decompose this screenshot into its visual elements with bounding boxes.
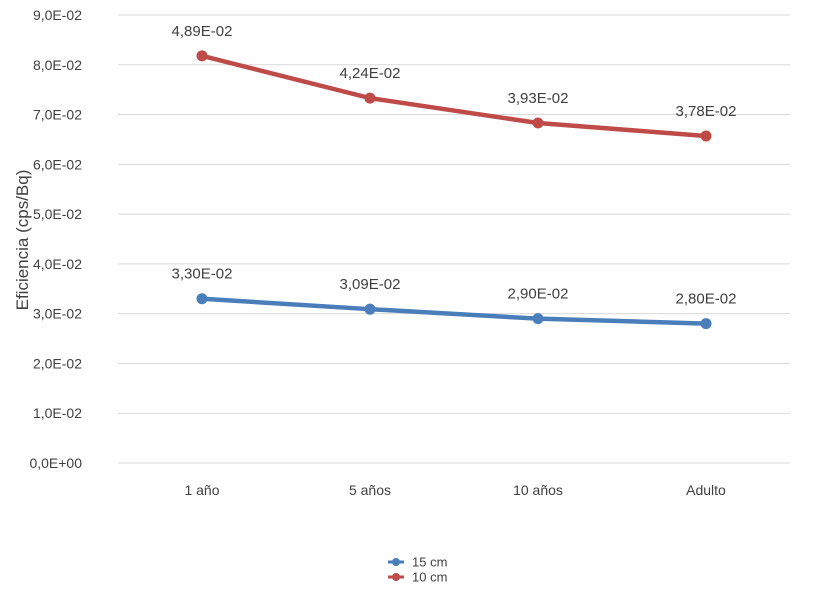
x-tick-label: Adulto — [686, 482, 726, 498]
y-tick-label: 1,0E-02 — [33, 405, 82, 421]
data-point — [532, 117, 544, 129]
data-point — [700, 318, 712, 330]
legend-marker — [392, 573, 400, 581]
legend-label: 15 cm — [412, 555, 447, 570]
legend-marker — [392, 558, 400, 566]
y-tick-label: 6,0E-02 — [33, 156, 82, 172]
data-label: 3,93E-02 — [508, 90, 569, 107]
data-point — [196, 293, 208, 305]
y-tick-label: 3,0E-02 — [33, 306, 82, 322]
data-point — [700, 130, 712, 142]
x-tick-label: 1 año — [184, 482, 219, 498]
x-tick-label: 10 años — [513, 482, 563, 498]
x-tick-label: 5 años — [349, 482, 391, 498]
data-label: 4,89E-02 — [172, 23, 233, 40]
gridlines — [118, 14, 790, 464]
x-axis-ticks: 1 año 5 años 10 años Adulto — [184, 482, 726, 498]
y-tick-label: 7,0E-02 — [33, 107, 82, 123]
y-axis-ticks: 0,0E+00 1,0E-02 2,0E-02 3,0E-02 4,0E-02 5,0E-… — [29, 7, 82, 471]
y-tick-label: 0,0E+00 — [29, 455, 82, 471]
data-label: 4,24E-02 — [340, 65, 401, 82]
y-tick-label: 8,0E-02 — [33, 57, 82, 73]
series-line — [199, 296, 709, 326]
data-point — [196, 50, 208, 62]
data-label: 3,30E-02 — [172, 266, 233, 283]
y-tick-label: 5,0E-02 — [33, 206, 82, 222]
series-line — [199, 53, 709, 139]
legend-label: 10 cm — [412, 570, 447, 585]
y-tick-label: 9,0E-02 — [33, 7, 82, 23]
data-label: 3,09E-02 — [340, 276, 401, 293]
data-label: 2,80E-02 — [676, 291, 737, 308]
data-point — [364, 303, 376, 315]
series-lines — [196, 50, 712, 330]
data-point — [532, 313, 544, 325]
y-axis-label: Eficiencia (cps/Bq) — [13, 170, 32, 311]
y-tick-label: 4,0E-02 — [33, 256, 82, 272]
y-tick-label: 2,0E-02 — [33, 355, 82, 371]
data-labels: 3,30E-02 3,09E-02 2,90E-02 2,80E-02 4,89E-02… — [172, 23, 737, 308]
data-point — [364, 92, 376, 104]
data-label: 3,78E-02 — [676, 103, 737, 120]
data-label: 2,90E-02 — [508, 286, 569, 303]
